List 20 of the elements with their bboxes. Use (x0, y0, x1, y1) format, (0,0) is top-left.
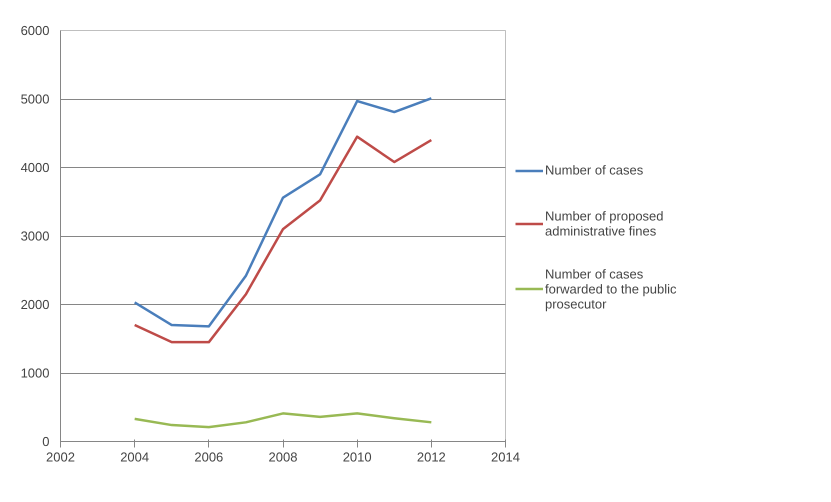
line-series (133, 97, 433, 328)
x-tick-label: 2010 (342, 450, 372, 464)
y-tick-label: 0 (42, 434, 50, 449)
x-tick-label: 2002 (46, 450, 75, 464)
y-tick-label: 1000 (20, 366, 50, 380)
legend-label: Number of cases (545, 162, 644, 178)
x-tick-label: 2006 (194, 450, 224, 464)
legend-label: Number of cases forwarded to the public prosecutor (545, 266, 677, 311)
line-series (133, 412, 433, 428)
y-tick-label: 5000 (20, 92, 50, 106)
y-tick-label: 4000 (20, 160, 50, 175)
x-tick-label: 2004 (120, 450, 150, 464)
legend-label: Number of proposed administrative fines (545, 208, 664, 238)
y-tick-label: 3000 (20, 228, 50, 244)
x-tick-label: 2014 (491, 450, 520, 464)
y-tick-label: 6000 (20, 23, 50, 38)
y-tick-label: 2000 (20, 297, 50, 312)
line-series (133, 135, 433, 344)
x-tick-label: 2012 (416, 450, 446, 464)
x-tick-label: 2008 (268, 450, 298, 464)
